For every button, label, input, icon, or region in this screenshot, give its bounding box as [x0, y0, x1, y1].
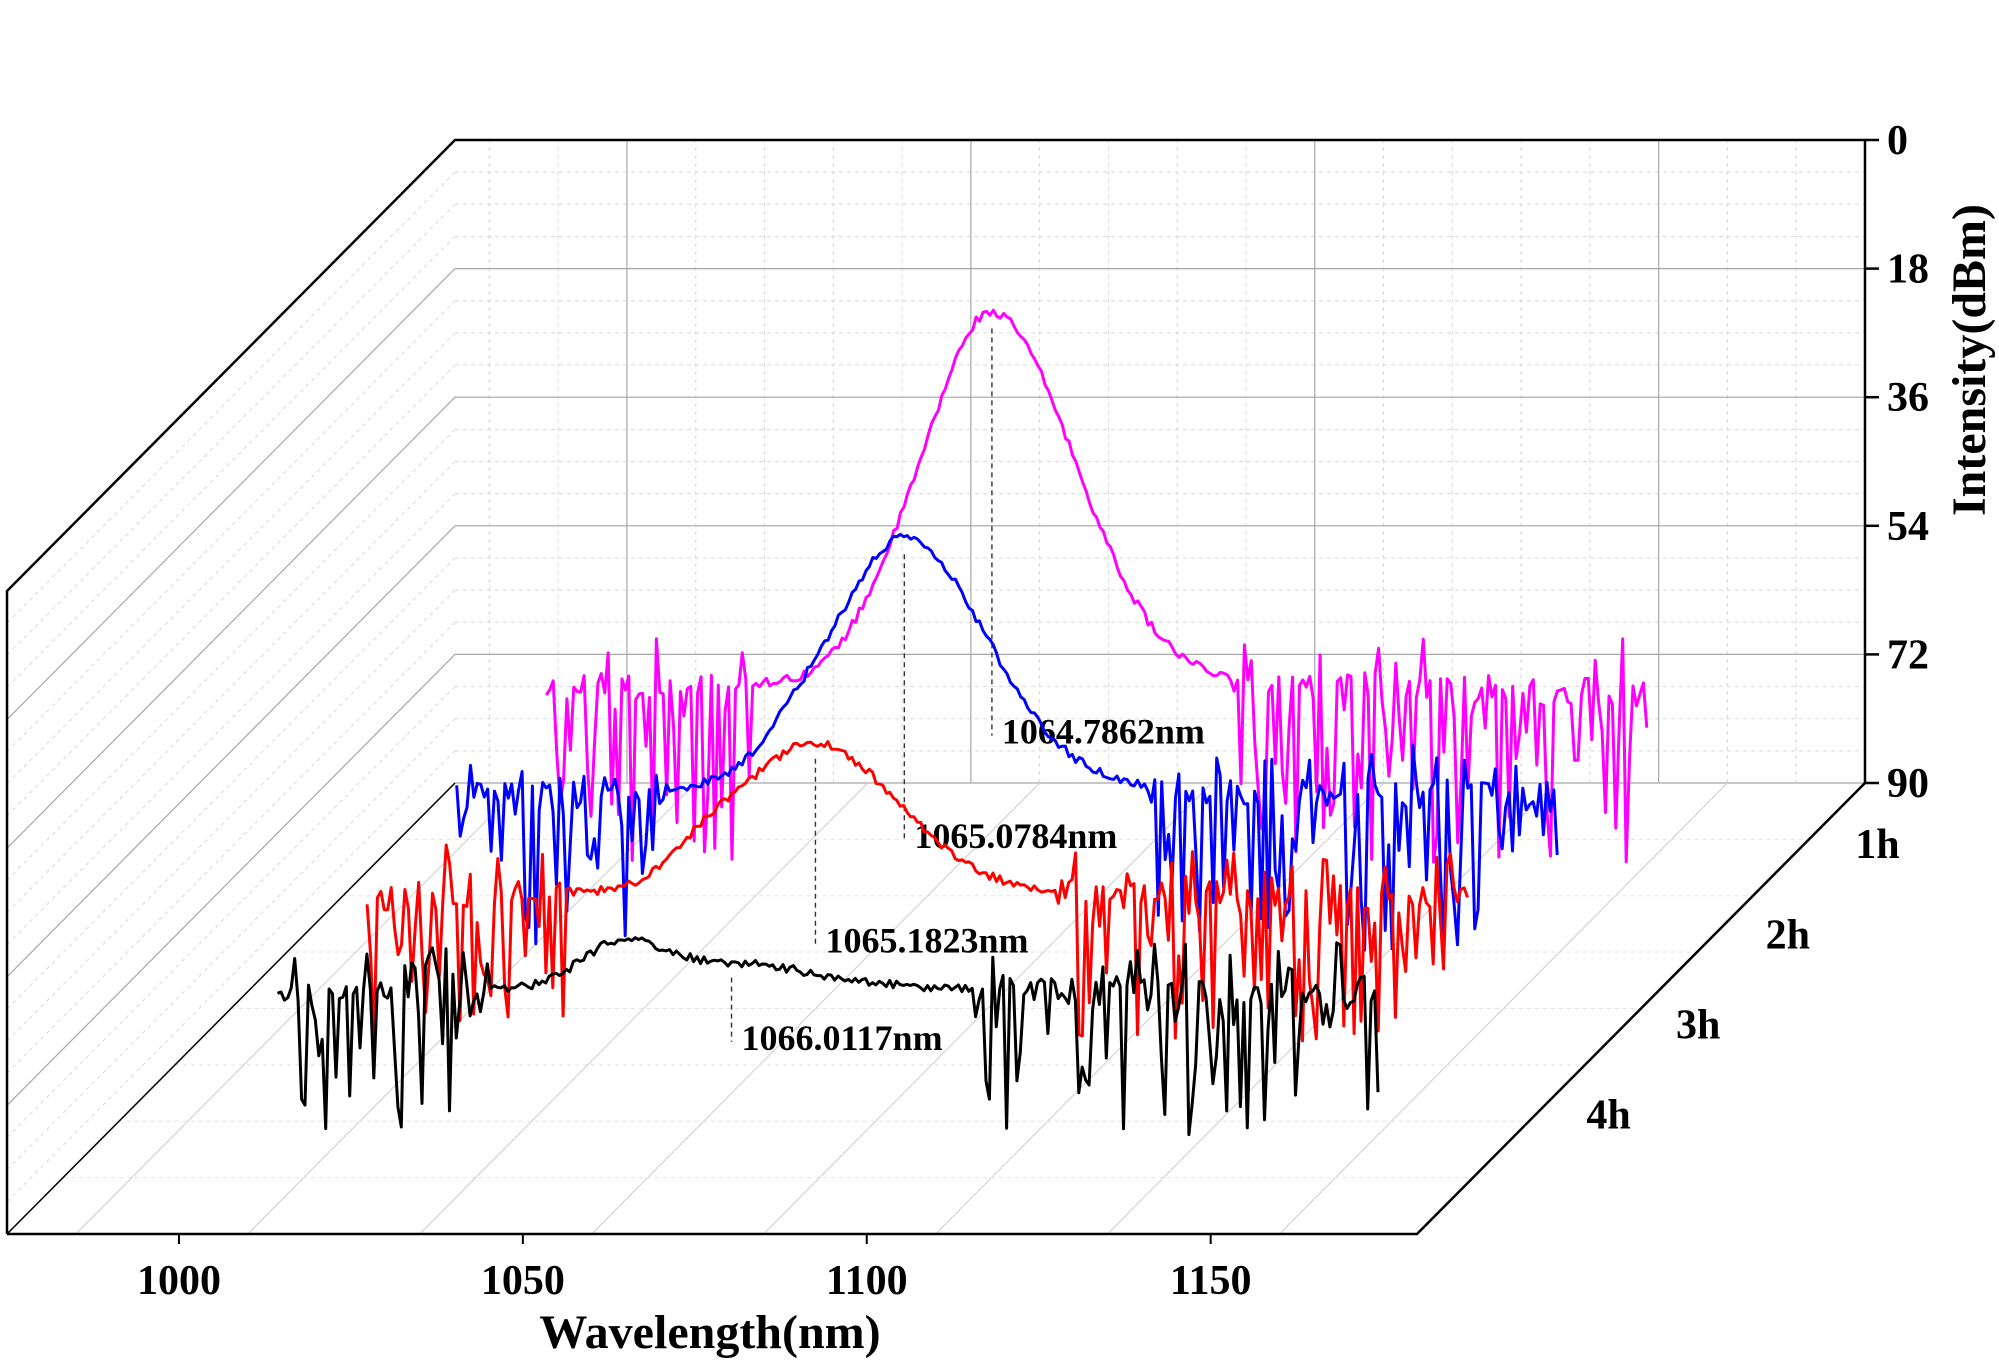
left-wall-minor-grid — [6, 236, 456, 688]
left-wall-minor-grid — [6, 621, 456, 1074]
floor-front-edge — [7, 782, 1866, 1236]
z-axis-title: Intensity(dBm) — [1943, 204, 1996, 516]
left-floor-edge — [6, 782, 456, 1235]
left-wall-minor-grid — [6, 718, 456, 1171]
x-tick-label: 1100 — [826, 1258, 908, 1304]
z-tick-label: 36 — [1887, 375, 1929, 421]
x-tick-label: 1050 — [481, 1258, 565, 1304]
series-line-3h — [365, 740, 1470, 1043]
left-wall-major-grid — [6, 268, 456, 721]
left-wall-minor-grid — [6, 203, 456, 656]
axis-labels: 0 18 36 54 72 90 1000 1050 1100 1150 1h 2h 3h 4h — [137, 118, 1929, 1304]
peak-label: 1065.0784nm — [914, 816, 1117, 856]
z-tick-label: 90 — [1887, 761, 1929, 807]
left-wall-minor-grid — [6, 332, 456, 785]
depth-label: 4h — [1586, 1093, 1630, 1139]
left-wall-minor-grid — [6, 300, 456, 753]
x-tick-label: 1150 — [1170, 1258, 1252, 1304]
series-layer: 1064.7862nm 1065.0784nm 1065.1823nm 1066.01… — [276, 308, 1649, 1137]
series-line-1h — [545, 308, 1649, 864]
x-axis-title: Wavelength(nm) — [539, 1306, 880, 1359]
left-wall-minor-grid — [6, 171, 456, 624]
x-tick-label: 1000 — [137, 1258, 221, 1304]
left-wall-minor-grid — [6, 557, 456, 1010]
left-wall-minor-grid — [6, 589, 456, 1042]
left-wall-major-grid — [6, 525, 456, 978]
left-wall-minor-grid — [6, 461, 456, 913]
series-line-2h — [455, 532, 1559, 954]
depth-label: 2h — [1766, 912, 1810, 958]
axis-frame — [5, 138, 1879, 1244]
depth-label: 3h — [1676, 1003, 1720, 1049]
left-wall-minor-grid — [6, 493, 456, 946]
floor-grid — [419, 782, 869, 1235]
series-line-4h — [276, 936, 1380, 1137]
outer-frame — [5, 138, 1867, 1234]
peak-label: 1064.7862nm — [1002, 712, 1205, 752]
left-wall-minor-grid — [6, 364, 456, 817]
grid-lines — [6, 139, 1866, 1235]
z-tick-label: 0 — [1887, 118, 1908, 164]
left-wall-major-grid — [6, 653, 456, 1106]
depth-label: 1h — [1855, 822, 1899, 868]
peak-label: 1065.1823nm — [825, 921, 1028, 961]
left-wall-minor-grid — [6, 750, 456, 1203]
z-tick-label: 54 — [1887, 504, 1929, 550]
floor-grid — [763, 782, 1212, 1235]
left-wall-minor-grid — [6, 686, 456, 1138]
left-wall-major-grid — [6, 396, 456, 849]
z-tick-label: 72 — [1887, 632, 1929, 678]
z-tick-label: 18 — [1887, 247, 1929, 293]
left-wall-minor-grid — [6, 428, 456, 881]
peak-label: 1066.0117nm — [742, 1018, 943, 1058]
